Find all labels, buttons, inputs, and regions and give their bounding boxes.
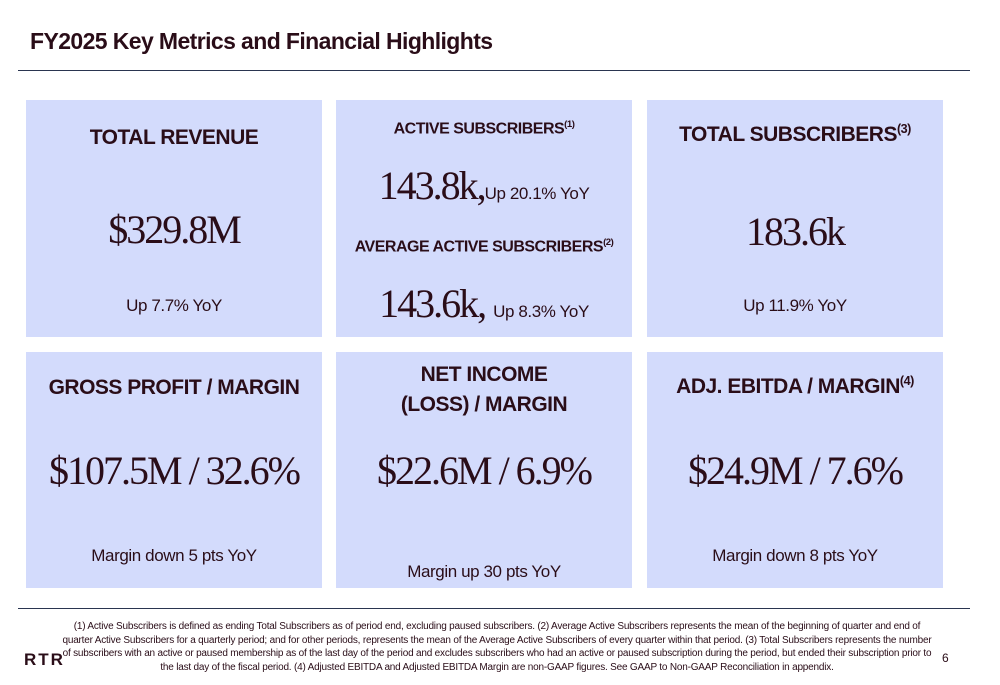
- card: ACTIVE SUBSCRIBERS(1) 143.8k,Up 20.1% Yo…: [336, 100, 632, 337]
- card-label: NET INCOME (LOSS) / MARGIN: [400, 363, 568, 416]
- card-label: GROSS PROFIT / MARGIN: [48, 376, 300, 399]
- card-note: Margin up 30 pts YoY: [407, 562, 561, 581]
- card-value: $329.8M: [108, 207, 242, 252]
- card: TOTAL SUBSCRIBERS(3) 183.6k Up 11.9% YoY: [647, 100, 943, 337]
- card-value: 143.6k, Up 8.3% YoY: [336, 280, 632, 327]
- card-label: AVERAGE ACTIVE SUBSCRIBERS(2): [336, 237, 632, 256]
- card-note: Margin down 8 pts YoY: [712, 546, 878, 565]
- card: NET INCOME (LOSS) / MARGIN $22.6M / 6.9%…: [336, 352, 632, 588]
- value-text: 143.8k,: [378, 163, 487, 208]
- card-label: TOTAL SUBSCRIBERS(3): [647, 122, 943, 147]
- card-value: $22.6M / 6.9%: [377, 448, 593, 493]
- label-text: TOTAL SUBSCRIBERS: [679, 123, 897, 146]
- label-text: ADJ. EBITDA / MARGIN: [676, 375, 900, 398]
- label-text: AVERAGE ACTIVE SUBSCRIBERS: [354, 238, 604, 256]
- footnote-ref: (3): [896, 122, 911, 136]
- card-value: $24.9M / 7.6%: [688, 448, 904, 493]
- card-note: Up 7.7% YoY: [126, 296, 222, 315]
- footnote-ref: (2): [603, 237, 614, 248]
- footnote-ref: (4): [899, 374, 914, 388]
- card: TOTAL REVENUE $329.8M Up 7.7% YoY: [26, 100, 322, 337]
- card-value: 183.6k: [746, 209, 846, 254]
- header-rule: [18, 70, 970, 71]
- value-note: Up 20.1% YoY: [484, 184, 590, 203]
- footer-rule: [18, 608, 970, 609]
- card: GROSS PROFIT / MARGIN $107.5M / 32.6% Ma…: [26, 352, 322, 588]
- card-note: Up 11.9% YoY: [743, 296, 847, 315]
- card-label: ACTIVE SUBSCRIBERS(1): [336, 119, 632, 138]
- slide-title: FY2025 Key Metrics and Financial Highlig…: [30, 28, 493, 54]
- label-text: ACTIVE SUBSCRIBERS: [393, 120, 565, 138]
- footnote-ref: (1): [564, 119, 575, 130]
- page-number: 6: [942, 651, 949, 665]
- card-value: $107.5M / 32.6%: [49, 448, 301, 493]
- card-label: TOTAL REVENUE: [89, 126, 259, 149]
- card-note: Margin down 5 pts YoY: [91, 546, 257, 565]
- card-value: 143.8k,Up 20.1% YoY: [336, 162, 632, 209]
- logo: RTR: [24, 650, 65, 669]
- value-note: Up 8.3% YoY: [493, 302, 589, 321]
- footnotes: (1) Active Subscribers is defined as end…: [62, 621, 932, 673]
- card-label: ADJ. EBITDA / MARGIN(4): [647, 374, 943, 399]
- card: ADJ. EBITDA / MARGIN(4) $24.9M / 7.6% Ma…: [647, 352, 943, 588]
- value-text: 143.6k,: [379, 281, 487, 326]
